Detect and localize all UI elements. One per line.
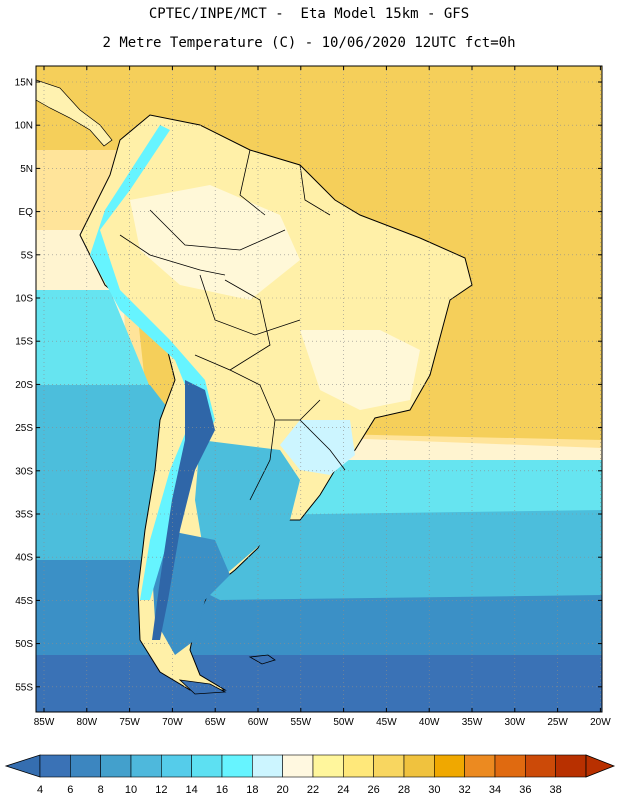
colorbar-swatch: [555, 754, 587, 778]
colorbar-swatch: [191, 754, 223, 778]
colorbar-label: 10: [125, 784, 137, 796]
country-borders: [119, 149, 346, 501]
pampas-cold-region: [195, 440, 300, 575]
colorbar-label: 30: [428, 784, 440, 796]
colorbar-over-arrow: [585, 754, 616, 778]
colorbar-swatch: [221, 754, 253, 778]
lon-tick-label: 30W: [505, 717, 526, 728]
lat-tick-label: 30S: [15, 466, 33, 477]
lon-tick-label: 65W: [205, 717, 226, 728]
map-frame: [35, 65, 603, 713]
colorbar-swatch: [130, 754, 162, 778]
central-america-land: [36, 79, 113, 147]
colorbar-swatch: [282, 754, 314, 778]
lon-tick-label: 75W: [119, 717, 140, 728]
colorbar-swatch: [161, 754, 192, 778]
colorbar-swatch: [373, 754, 405, 778]
colorbar-label: 22: [307, 784, 319, 796]
lat-tick-label: 10N: [15, 121, 33, 132]
falkland-islands: [248, 654, 276, 665]
colorbar-label: 12: [155, 784, 167, 796]
lat-tick-label: 45S: [15, 596, 33, 607]
ocean-band-coldest: [36, 655, 602, 712]
central-brazil-pale-region: [300, 330, 420, 410]
colorbar-swatch: [39, 754, 71, 778]
lat-tick-label: 20S: [15, 380, 33, 391]
colorbar-swatch: [100, 754, 132, 778]
latitude-tick-labels: 15N 10N 5N EQ 5S 10S 15S 20S 25S 30S 35S 40S 45S 50S 5…: [15, 78, 602, 693]
lat-tick-label: 25S: [15, 423, 33, 434]
colorbar-label: 28: [398, 784, 410, 796]
colorbar-swatch: [252, 754, 283, 778]
colorbar-under-arrow: [4, 754, 41, 778]
colorbar-label: 14: [186, 784, 198, 796]
lat-tick-label: 35S: [15, 510, 33, 521]
lat-tick-label: 55S: [15, 682, 33, 693]
colorbar-label: 16: [216, 784, 228, 796]
colorbar-label: 4: [37, 784, 43, 796]
lon-tick-label: 45W: [376, 717, 397, 728]
lon-tick-label: 80W: [77, 717, 98, 728]
colorbar-swatch: [312, 754, 344, 778]
map-title-line-1: CPTEC/INPE/MCT - Eta Model 15km - GFS: [148, 6, 470, 22]
colorbar-label: 20: [277, 784, 289, 796]
lon-tick-label: 70W: [162, 717, 183, 728]
temperature-map: 15N 10N 5N EQ 5S 10S 15S 20S 25S 30S 35S 40S 45S 50S 5…: [15, 65, 611, 728]
lat-tick-label: 10S: [15, 294, 33, 305]
lat-tick-label: 5N: [20, 164, 33, 175]
lat-tick-label: 5S: [21, 250, 34, 261]
colorbar-swatch: [343, 754, 374, 778]
colorbar-label: 34: [489, 784, 501, 796]
lat-tick-label: 40S: [15, 553, 33, 564]
colorbar-swatch: [525, 754, 556, 778]
map-title-line-2: 2 Metre Temperature (C) - 10/06/2020 12U…: [102, 35, 516, 51]
colorbar-label: 18: [246, 784, 258, 796]
colorbar-swatch: [70, 754, 101, 778]
longitude-tick-labels: 85W 80W 75W 70W 65W 60W 55W 50W 45W 40W 35W 30W 25W 2…: [34, 66, 611, 728]
lon-tick-label: 85W: [34, 717, 55, 728]
lon-tick-label: 20W: [590, 717, 611, 728]
tierra-del-fuego: [178, 679, 227, 695]
southern-brazil-cool-region: [280, 420, 355, 475]
lon-tick-label: 50W: [333, 717, 354, 728]
lon-tick-label: 60W: [248, 717, 269, 728]
lat-tick-label: 15S: [15, 337, 33, 348]
colorbar-label: 38: [550, 784, 562, 796]
lon-tick-label: 35W: [462, 717, 483, 728]
colorbar-label: 26: [368, 784, 380, 796]
colorbar-label: 8: [98, 784, 104, 796]
lon-tick-label: 40W: [419, 717, 440, 728]
colorbar-swatch: [403, 754, 435, 778]
lon-tick-label: 55W: [291, 717, 312, 728]
colorbar-label: 24: [337, 784, 349, 796]
colorbar-swatch: [434, 754, 465, 778]
lat-tick-label: 15N: [15, 78, 33, 89]
lat-tick-label: 50S: [15, 639, 33, 650]
colorbar-swatch: [464, 754, 496, 778]
andes-coldest-strip: [152, 380, 215, 640]
colorbar-swatch: [494, 754, 526, 778]
colorbar-label: 36: [519, 784, 531, 796]
colorbar-label: 6: [67, 784, 73, 796]
lat-tick-label: EQ: [19, 207, 34, 218]
colorbar-label: 32: [459, 784, 471, 796]
colorbar: 4 6 8 10 12 14 16 18 20 22 24 26 28 30 32 34 36 38: [4, 754, 616, 796]
lon-tick-label: 25W: [547, 717, 568, 728]
